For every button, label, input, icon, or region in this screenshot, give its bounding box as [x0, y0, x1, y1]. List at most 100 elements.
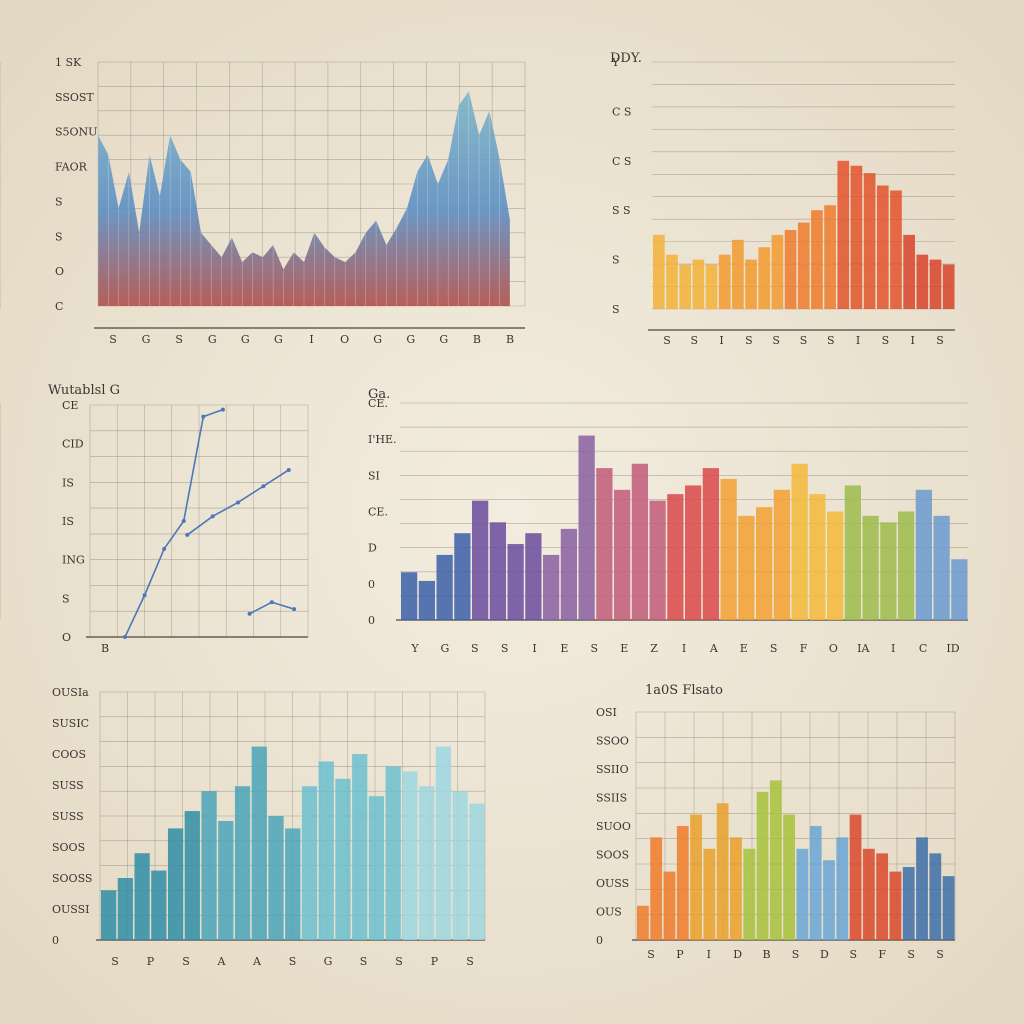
x-tick-label: S — [691, 334, 699, 347]
bar — [903, 234, 915, 309]
bar — [811, 210, 823, 309]
bar — [285, 828, 301, 940]
chart-title: 1a0S Flsato — [645, 683, 723, 698]
bar — [916, 254, 929, 309]
x-tick-label: D — [820, 948, 829, 961]
bar — [771, 234, 784, 309]
bar — [614, 489, 631, 620]
x-tick-label: B — [101, 642, 109, 655]
bar — [758, 247, 771, 309]
bar — [738, 515, 755, 620]
data-point — [286, 467, 291, 472]
x-tick-label: S — [745, 334, 753, 347]
bar — [251, 746, 267, 940]
data-point — [292, 607, 297, 612]
x-tick-label: P — [147, 955, 155, 968]
chart-title: DDY. — [610, 51, 642, 66]
chart-panel-3: CE CID IS IS ING S O B Wutablsl G — [48, 383, 309, 655]
data-point — [142, 593, 147, 598]
bar — [743, 848, 756, 940]
x-tick-label: B — [473, 333, 481, 346]
chart-title: Wutablsl G — [48, 383, 120, 398]
bar — [649, 500, 666, 620]
bar — [685, 485, 702, 620]
x-tick-label: G — [208, 333, 217, 346]
data-point — [123, 635, 127, 639]
y-tick-label: SOOSS — [52, 872, 92, 885]
x-tick-label: E — [740, 642, 748, 655]
bar — [385, 766, 401, 940]
bar — [134, 853, 150, 940]
bar — [915, 489, 932, 620]
bar — [596, 468, 613, 620]
bar — [862, 848, 875, 940]
y-tick-label: D — [368, 542, 377, 555]
x-tick-label: Z — [650, 642, 658, 655]
y-tick-label: I'HE. — [368, 433, 397, 446]
bar — [942, 876, 955, 940]
y-tick-label: SOOS — [596, 849, 629, 862]
bar — [784, 229, 797, 309]
x-tick-label: I — [856, 334, 860, 347]
bar — [745, 259, 757, 309]
bar — [335, 778, 351, 940]
y-tick-label: S — [612, 254, 620, 267]
bar — [676, 826, 689, 940]
x-tick-label: S — [182, 955, 190, 968]
bar — [666, 254, 678, 309]
data-point — [185, 532, 190, 537]
x-tick-label: A — [217, 955, 227, 968]
x-tick-label: S — [792, 948, 800, 961]
y-tick-label: IS — [62, 476, 74, 489]
x-tick-label: A — [709, 642, 719, 655]
chart-panel-6: OSI SSOO SSIIO SSIIS SUOO SOOS OUSS OUS 0 S P I D B S D… — [596, 683, 956, 961]
x-tick-label: S — [501, 642, 509, 655]
bar — [796, 848, 809, 940]
y-tick-label: OSI — [596, 706, 617, 719]
bar — [419, 786, 435, 940]
bar — [862, 515, 879, 620]
y-tick-label: SUSIC — [52, 717, 89, 730]
y-tick-label: C S — [612, 155, 631, 168]
bar — [916, 837, 928, 940]
x-tick-label: I — [309, 333, 313, 346]
y-tick-label: S — [62, 592, 70, 605]
bar — [454, 533, 471, 620]
y-tick-label: S — [55, 195, 63, 208]
bar — [837, 160, 850, 309]
bar — [435, 746, 452, 940]
bar — [268, 816, 284, 940]
x-tick-label: G — [241, 333, 250, 346]
x-tick-label: B — [506, 333, 514, 346]
bar — [489, 522, 506, 620]
x-tick-label: S — [360, 955, 368, 968]
x-tick-label: G — [373, 333, 382, 346]
y-tick-label: SUSS — [52, 810, 84, 823]
bar — [732, 239, 744, 309]
bar — [756, 791, 769, 940]
bar — [637, 905, 649, 940]
x-tick-label: G — [324, 955, 333, 968]
bar — [234, 786, 251, 940]
x-tick-label: S — [936, 948, 944, 961]
y-tick-label: SUSS — [52, 779, 84, 792]
bar — [679, 264, 692, 309]
y-tick-label: 0 — [596, 934, 603, 947]
bar — [898, 511, 915, 620]
bar — [543, 554, 560, 620]
bar — [201, 791, 217, 940]
data-point — [269, 600, 274, 605]
x-tick-label: E — [560, 642, 568, 655]
bar — [101, 890, 117, 940]
bar — [402, 771, 418, 940]
bar — [436, 554, 453, 620]
bar — [951, 559, 968, 620]
bar — [863, 173, 876, 309]
bar — [667, 494, 684, 620]
bar — [716, 803, 729, 940]
x-tick-label: IA — [857, 642, 870, 655]
bar — [650, 837, 663, 940]
x-tick-label: A — [252, 955, 262, 968]
